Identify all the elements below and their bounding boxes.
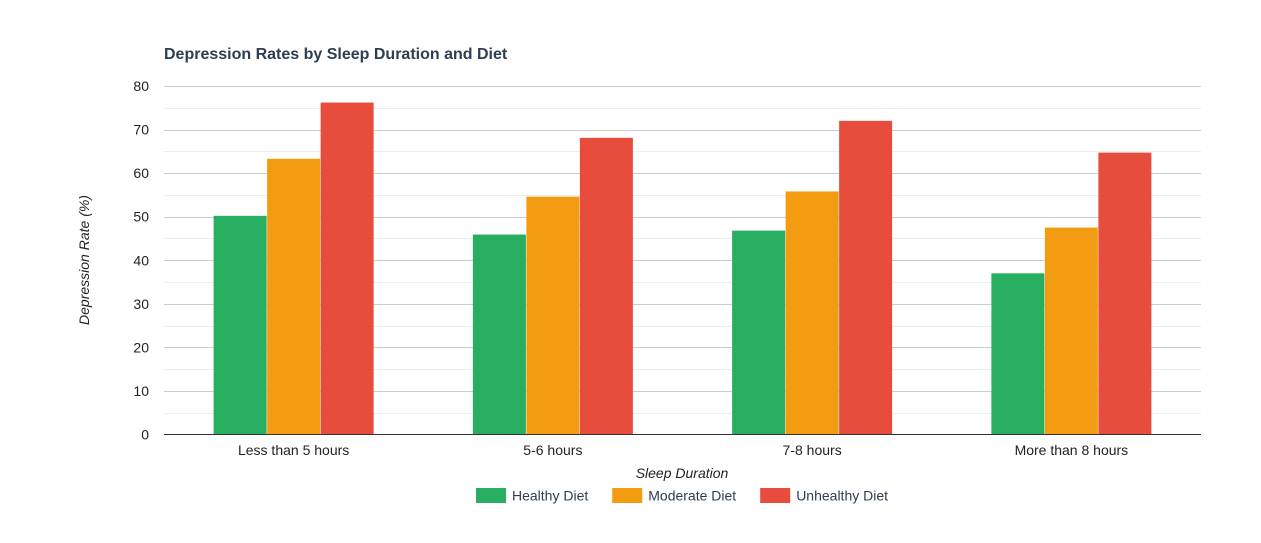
x-tick-label: 7-8 hours	[783, 442, 842, 458]
legend-swatch	[475, 488, 506, 503]
x-tick-label: 5-6 hours	[523, 442, 582, 458]
chart-title: Depression Rates by Sleep Duration and D…	[164, 46, 508, 63]
bar	[785, 191, 839, 435]
bar	[1098, 152, 1152, 435]
bar	[839, 120, 893, 435]
bar	[732, 230, 786, 435]
bar	[991, 273, 1045, 435]
x-axis-ticks: Less than 5 hours 5-6 hours 7-8 hours More …	[238, 442, 1128, 458]
y-tick-label: 80	[133, 78, 149, 94]
y-tick-label: 40	[133, 252, 149, 268]
bar	[320, 102, 374, 435]
y-tick-label: 0	[141, 427, 149, 443]
legend-swatch	[612, 488, 643, 503]
legend-label: Moderate Diet	[648, 488, 736, 504]
y-tick-label: 50	[133, 209, 149, 225]
x-axis-title: Sleep Duration	[636, 465, 729, 481]
bar	[1044, 227, 1098, 435]
x-tick-label: More than 8 hours	[1015, 442, 1129, 458]
bar	[213, 215, 267, 435]
legend-label: Healthy Diet	[512, 488, 588, 504]
y-axis-title: Depression Rate (%)	[76, 195, 92, 325]
y-axis-ticks: 0 10 20 30 40 50 60 70 80	[133, 78, 149, 443]
y-tick-label: 60	[133, 165, 149, 181]
bar	[579, 137, 633, 435]
x-tick-label: Less than 5 hours	[238, 442, 349, 458]
legend-item: Moderate Diet	[612, 488, 736, 504]
bar	[267, 158, 321, 435]
legend: Healthy Diet Moderate Diet Unhealthy Diet	[475, 488, 888, 504]
y-tick-label: 30	[133, 296, 149, 312]
y-tick-label: 20	[133, 339, 149, 355]
bars	[213, 102, 1152, 435]
y-tick-label: 10	[133, 383, 149, 399]
legend-label: Unhealthy Diet	[796, 488, 888, 504]
bar	[472, 234, 526, 435]
legend-item: Unhealthy Diet	[760, 488, 888, 504]
legend-item: Healthy Diet	[475, 488, 588, 504]
legend-swatch	[760, 488, 791, 503]
bar	[526, 196, 580, 435]
y-tick-label: 70	[133, 122, 149, 138]
